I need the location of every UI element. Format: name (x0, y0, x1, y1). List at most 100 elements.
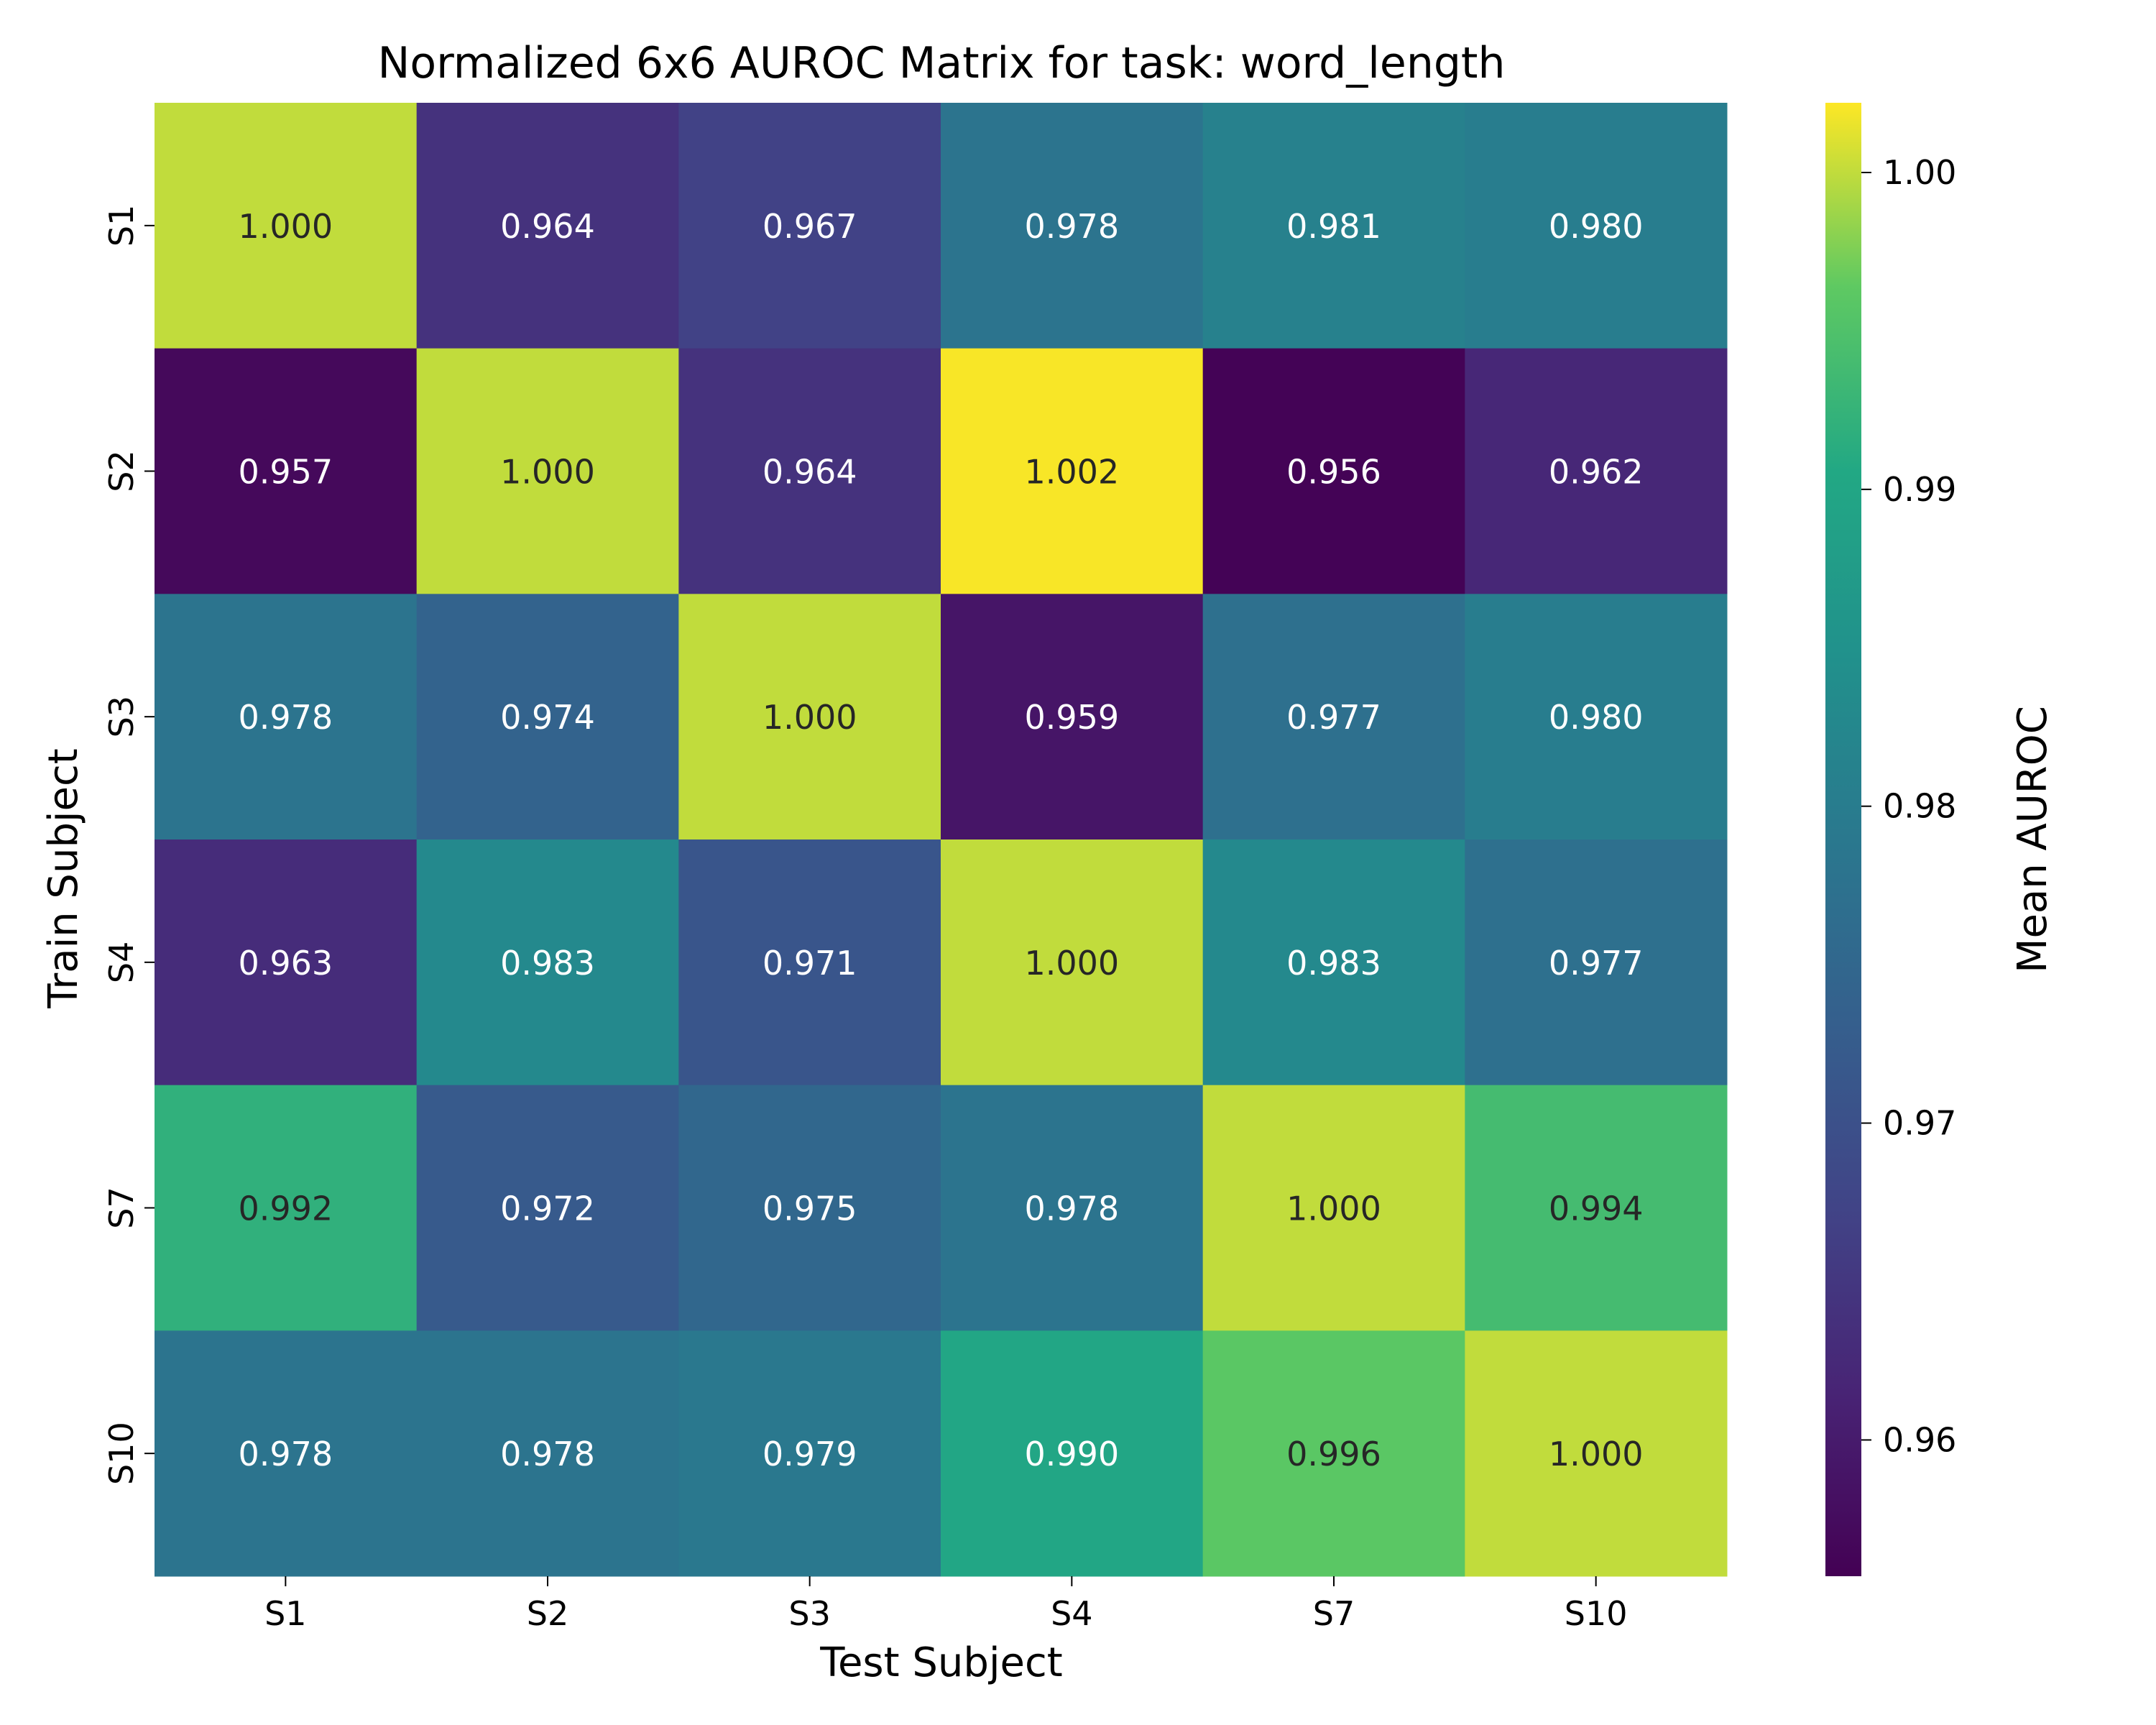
cell-value-label: 0.983 (500, 944, 595, 983)
cell-value-label: 0.979 (763, 1435, 857, 1473)
cell-value-label: 0.963 (238, 944, 333, 983)
cell-value-label: 0.964 (500, 207, 595, 246)
colorbar-label: Mean AUROC (2009, 706, 2056, 973)
cell-value-label: 1.000 (1549, 1435, 1644, 1473)
heatmap-cell (1465, 1085, 1728, 1331)
heatmap-cell (941, 1085, 1204, 1331)
heatmap-cell (416, 103, 679, 349)
heatmap-cell (1202, 103, 1465, 349)
x-axis: S1 S2 S3 S4 S7 S10 (264, 1576, 1628, 1633)
cell-value-label: 0.992 (238, 1190, 333, 1228)
heatmap-cell (416, 348, 679, 594)
heatmap-cell (941, 1330, 1204, 1577)
cell-value-label: 0.977 (1549, 944, 1644, 983)
x-tick-label: S2 (527, 1594, 568, 1633)
cell-value-label: 0.980 (1549, 698, 1644, 737)
heatmap-cell (678, 103, 941, 349)
heatmap-cell (416, 840, 679, 1086)
heatmap-cell (678, 348, 941, 594)
heatmap-cell (1465, 1330, 1728, 1577)
cell-value-label: 0.977 (1286, 698, 1381, 737)
y-axis: S1 S2 S3 S4 S7 S10 (102, 205, 155, 1485)
cell-value-label: 1.000 (500, 453, 595, 492)
cell-value-label: 0.967 (763, 207, 857, 246)
x-tick-label: S1 (264, 1594, 306, 1633)
cell-value-label: 0.972 (500, 1190, 595, 1228)
heatmap-cell (155, 594, 418, 840)
cell-value-label: 0.981 (1286, 207, 1381, 246)
cell-value-label: 0.974 (500, 698, 595, 737)
colorbar-tick-label: 0.99 (1883, 470, 1956, 509)
colorbar: 0.96 0.97 0.98 0.99 1.00 (1825, 103, 1956, 1576)
cell-value-label: 0.983 (1286, 944, 1381, 983)
heatmap-cell (1202, 1085, 1465, 1331)
heatmap-cell (678, 1085, 941, 1331)
cell-value-label: 1.000 (1286, 1190, 1381, 1228)
heatmap-cell (155, 348, 418, 594)
cell-value-label: 0.975 (763, 1190, 857, 1228)
y-tick-label: S2 (102, 450, 141, 492)
chart-title: Normalized 6x6 AUROC Matrix for task: wo… (378, 38, 1506, 88)
heatmap-cell (416, 1085, 679, 1331)
heatmap-cell-labels: 1.000 0.964 0.967 0.978 0.981 0.980 0.957 1.000… (238, 207, 1643, 1473)
heatmap-cell (678, 1330, 941, 1577)
x-tick-label: S4 (1051, 1594, 1092, 1633)
x-tick-label: S7 (1313, 1594, 1355, 1633)
cell-value-label: 0.978 (500, 1435, 595, 1473)
y-axis-label: Train Subject (40, 748, 87, 1009)
y-tick-label: S3 (102, 696, 141, 737)
y-tick-label: S10 (102, 1422, 141, 1485)
heatmap-cell (1202, 594, 1465, 840)
heatmap-cell (941, 594, 1204, 840)
cell-value-label: 0.990 (1024, 1435, 1119, 1473)
heatmap-cell (1465, 840, 1728, 1086)
heatmap-cell (155, 1085, 418, 1331)
heatmap-cell (1202, 348, 1465, 594)
cell-value-label: 0.980 (1549, 207, 1644, 246)
cell-value-label: 1.000 (763, 698, 857, 737)
heatmap-cell (1465, 348, 1728, 594)
cell-value-label: 0.996 (1286, 1435, 1381, 1473)
heatmap-cell (416, 594, 679, 840)
cell-value-label: 0.978 (1024, 1190, 1119, 1228)
y-tick-label: S7 (102, 1187, 141, 1228)
heatmap-cell (1465, 594, 1728, 840)
heatmap-cells (155, 103, 1728, 1577)
colorbar-tick-label: 0.96 (1883, 1420, 1956, 1459)
heatmap-cell (1465, 103, 1728, 349)
heatmap-cell (941, 348, 1204, 594)
cell-value-label: 0.978 (1024, 207, 1119, 246)
cell-value-label: 1.000 (1024, 944, 1119, 983)
colorbar-gradient (1825, 103, 1861, 1576)
heatmap-cell (155, 1330, 418, 1577)
cell-value-label: 1.002 (1024, 453, 1119, 492)
heatmap-cell (1202, 1330, 1465, 1577)
cell-value-label: 0.962 (1549, 453, 1644, 492)
cell-value-label: 0.978 (238, 698, 333, 737)
heatmap-cell (941, 840, 1204, 1086)
cell-value-label: 0.959 (1024, 698, 1119, 737)
heatmap-cell (155, 840, 418, 1086)
heatmap-cell (416, 1330, 679, 1577)
heatmap-cell (678, 840, 941, 1086)
colorbar-tick-label: 1.00 (1883, 153, 1956, 192)
heatmap-cell (1202, 840, 1465, 1086)
cell-value-label: 0.957 (238, 453, 333, 492)
y-tick-label: S4 (102, 942, 141, 983)
cell-value-label: 0.994 (1549, 1190, 1644, 1228)
heatmap-cell (678, 594, 941, 840)
cell-value-label: 1.000 (238, 207, 333, 246)
cell-value-label: 0.956 (1286, 453, 1381, 492)
cell-value-label: 0.978 (238, 1435, 333, 1473)
x-tick-label: S10 (1565, 1594, 1628, 1633)
x-axis-label: Test Subject (819, 1639, 1062, 1686)
colorbar-tick-label: 0.97 (1883, 1104, 1956, 1143)
x-tick-label: S3 (788, 1594, 830, 1633)
cell-value-label: 0.964 (763, 453, 857, 492)
colorbar-tick-label: 0.98 (1883, 787, 1956, 826)
heatmap-cell (155, 103, 418, 349)
cell-value-label: 0.971 (763, 944, 857, 983)
heatmap-cell (941, 103, 1204, 349)
y-tick-label: S1 (102, 205, 141, 247)
